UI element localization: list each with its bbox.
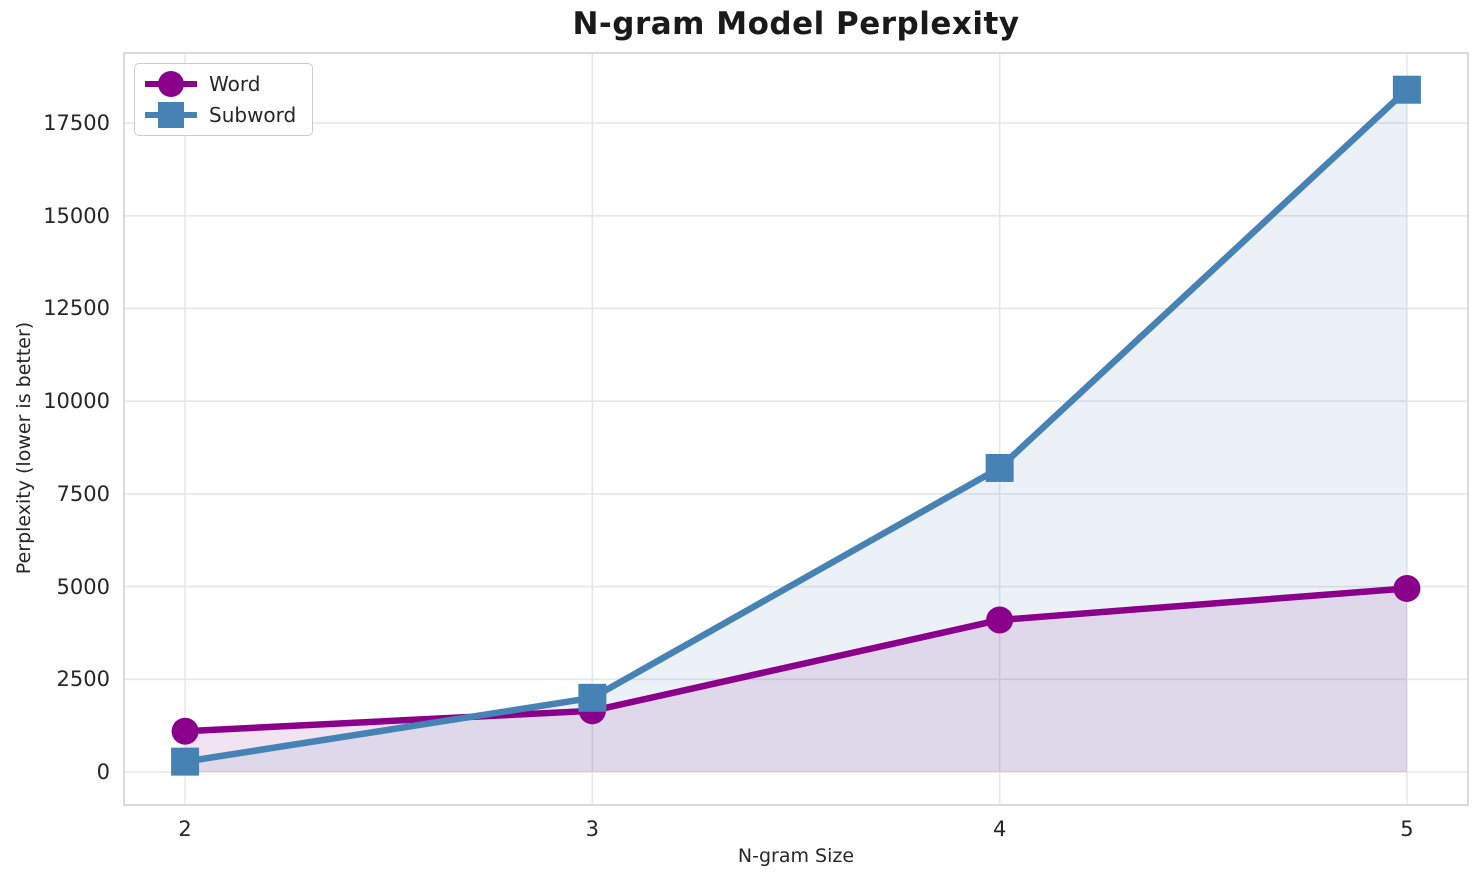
marker-circle-word: [1393, 574, 1421, 602]
series-fill-word: [185, 588, 1407, 772]
marker-square-subword: [1392, 75, 1421, 104]
legend-label: Word: [209, 72, 261, 96]
series-fill-subword: [185, 89, 1407, 772]
x-tick-label: 4: [992, 817, 1007, 841]
series-line-word: [181, 585, 1411, 735]
y-tick-label: 17500: [43, 111, 110, 136]
marker-circle-word: [986, 606, 1014, 634]
legend-label: Subword: [209, 103, 297, 127]
y-tick-label: 12500: [43, 296, 110, 321]
legend-item-subword: Subword: [145, 101, 296, 129]
x-tick-label: 2: [178, 817, 192, 841]
x-axis-label: N-gram Size: [737, 845, 855, 867]
marker-square-subword: [171, 747, 200, 776]
y-tick-label: 5000: [56, 574, 110, 599]
y-tick-label: 0: [96, 759, 110, 784]
legend-item-word: Word: [145, 70, 296, 98]
plot-frame: [123, 52, 1469, 806]
x-tick-label: 5: [1400, 817, 1414, 841]
x-tick-label: 3: [585, 817, 600, 841]
marker-circle-word: [171, 717, 199, 745]
legend: Word Subword: [134, 63, 314, 136]
square-marker-icon: [145, 101, 197, 129]
chart-title: N-gram Model Perplexity: [572, 6, 1020, 42]
y-tick-label: 7500: [56, 481, 110, 506]
circle-marker-icon: [145, 70, 197, 98]
y-tick-label: 2500: [56, 667, 110, 692]
marker-square-subword: [578, 683, 607, 712]
y-tick-label: 10000: [43, 389, 110, 414]
y-tick-label: 15000: [43, 203, 110, 228]
marker-square-subword: [985, 453, 1014, 482]
series-line-subword: [181, 86, 1411, 765]
y-axis-label: Perplexity (lower is better): [13, 321, 35, 575]
